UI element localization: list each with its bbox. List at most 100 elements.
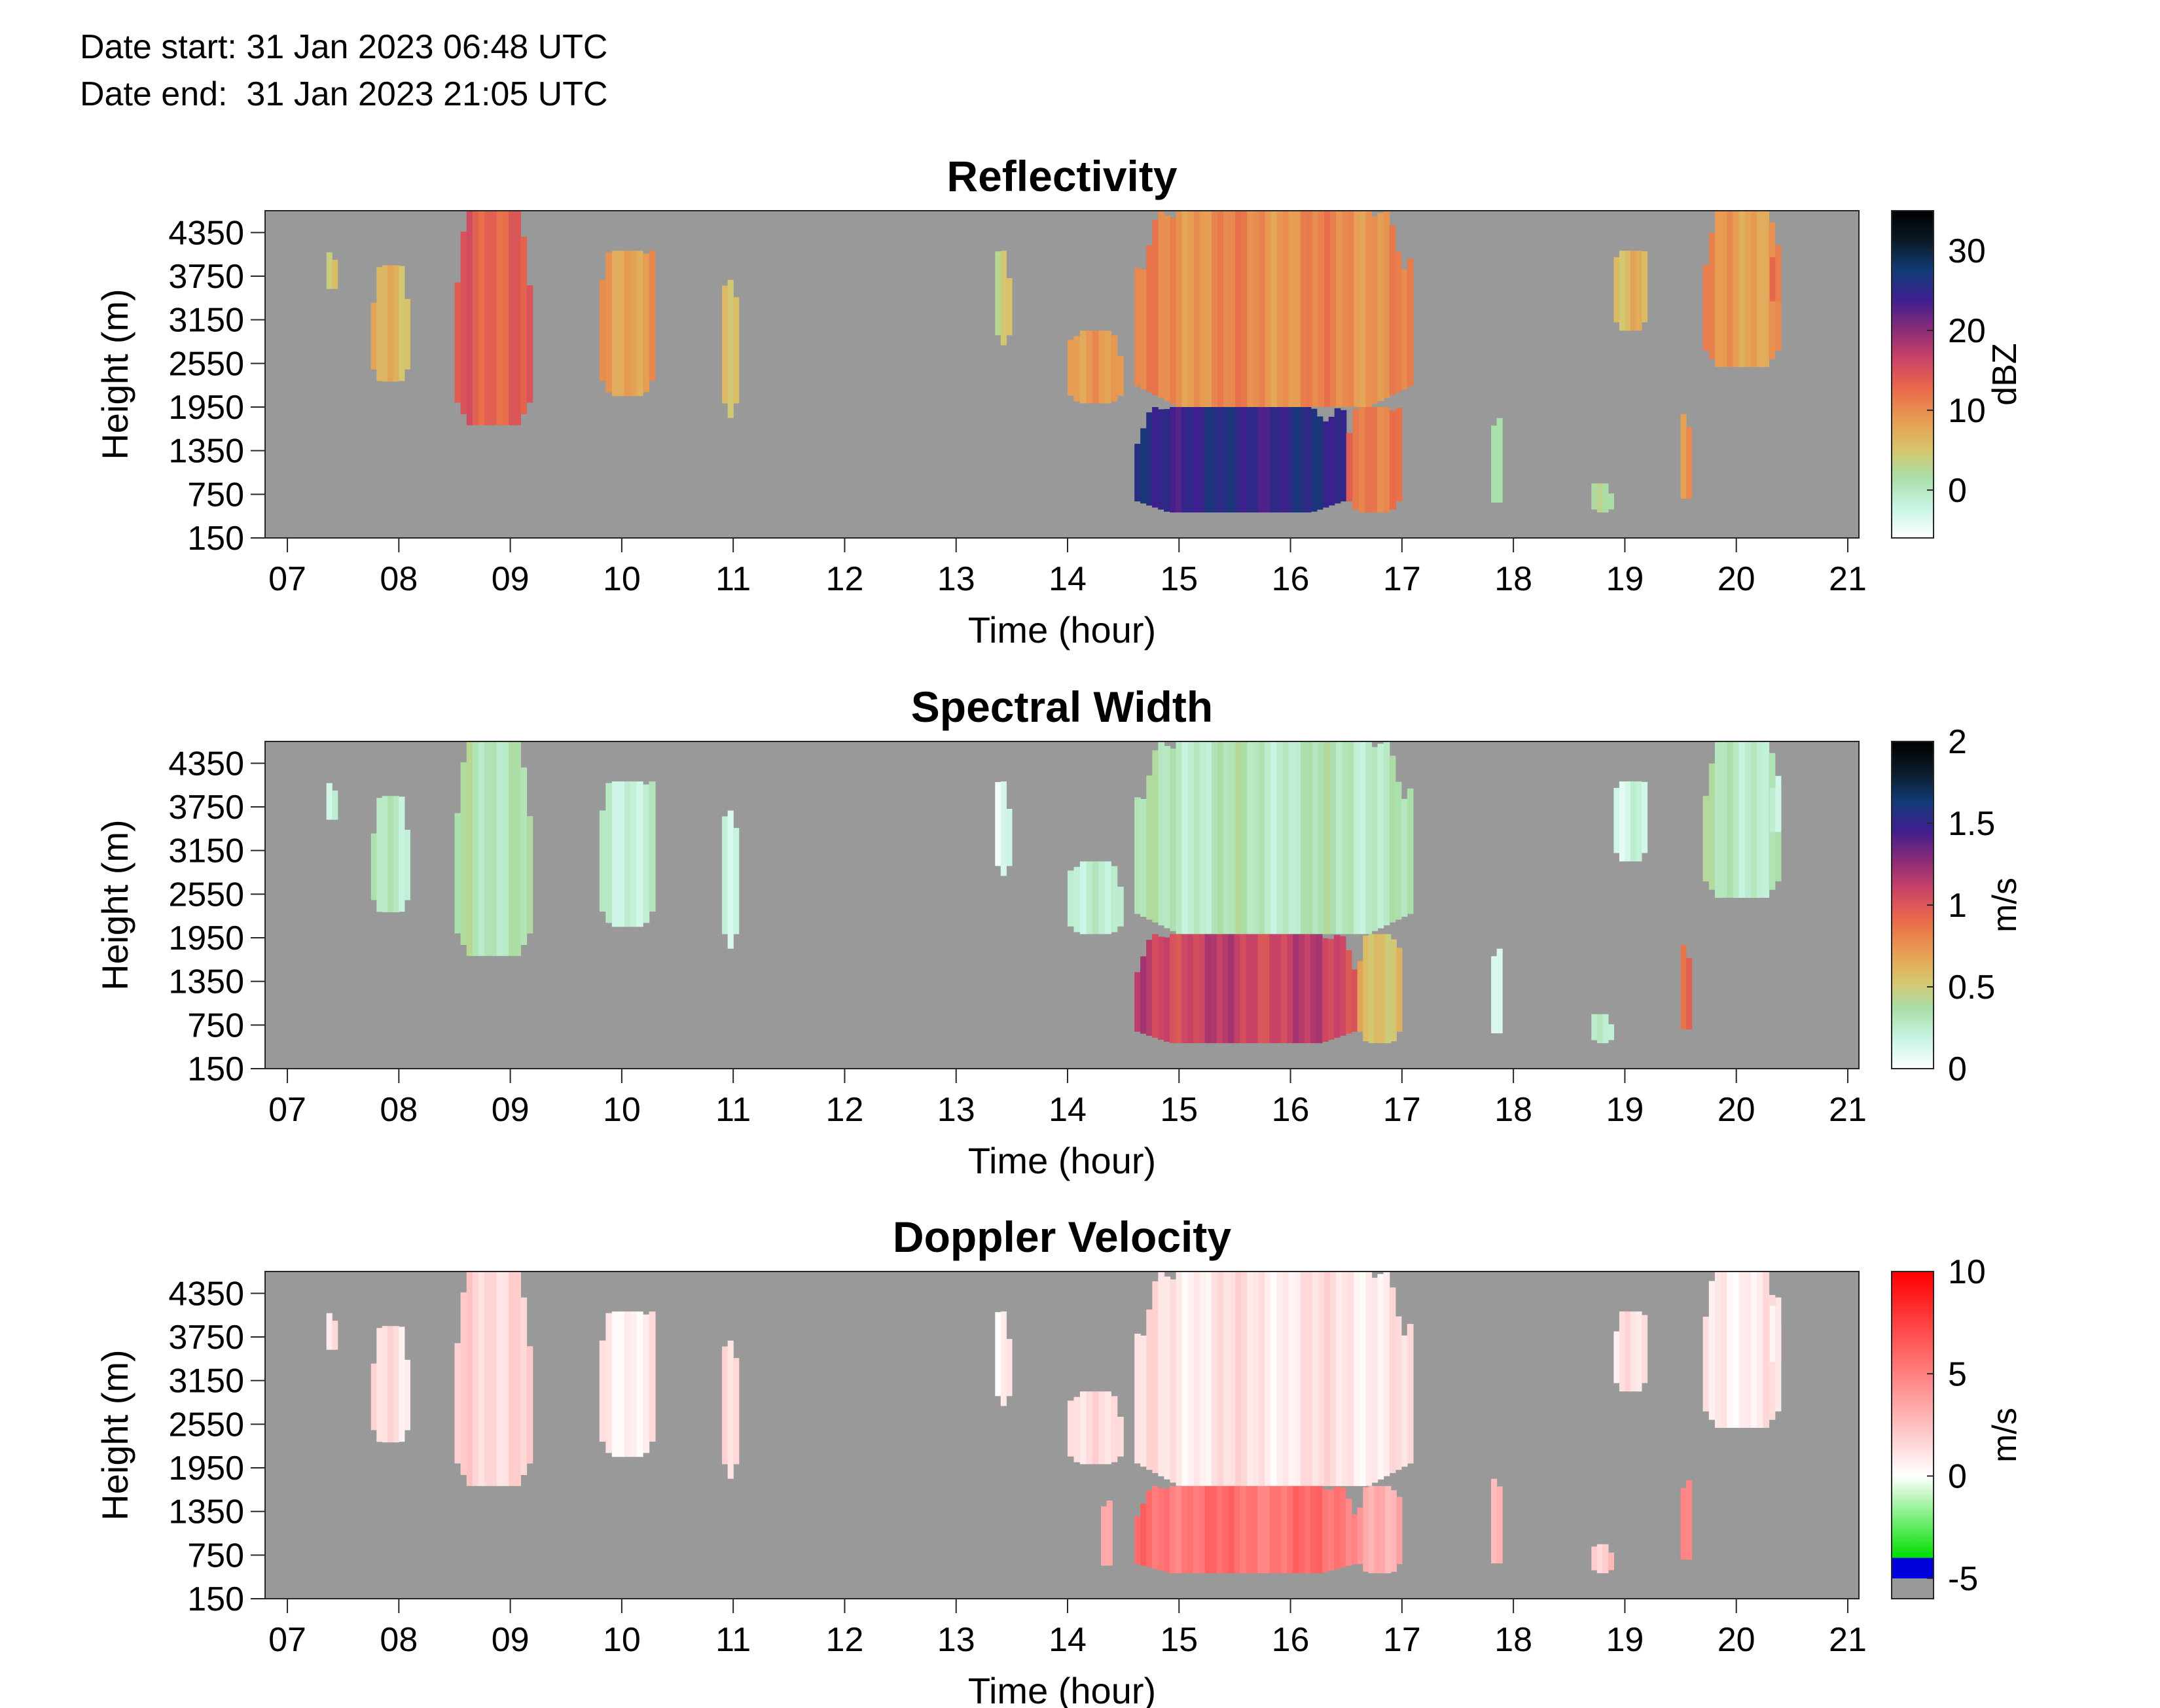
reflectivity-echoes [326, 211, 1782, 513]
spectral-width-x-tick-label: 15 [1160, 1091, 1198, 1129]
spectral-width-x-tick-label: 21 [1829, 1091, 1867, 1129]
doppler-velocity-echo-region [1613, 1311, 1648, 1392]
reflectivity-x-axis-label: Time (hour) [968, 609, 1156, 650]
spectral-width-echoes [326, 741, 1782, 1044]
spectral-width-x-tick-label: 18 [1494, 1091, 1532, 1129]
spectral-width-x-tick-label: 16 [1272, 1091, 1310, 1129]
spectral-width-y-tick-label: 2550 [168, 876, 244, 914]
spectral-width-echo-region [1134, 741, 1414, 934]
reflectivity-x-tick-label: 18 [1494, 560, 1532, 598]
spectral-width-colorbar-tick-label: 1.5 [1948, 805, 1995, 843]
spectral-width-x-tick-label: 14 [1049, 1091, 1087, 1129]
reflectivity-x-tick-label: 12 [826, 560, 864, 598]
reflectivity-x-tick-label: 21 [1829, 560, 1867, 598]
doppler-velocity-echo-region [1491, 1478, 1503, 1563]
doppler-velocity-echo-region [1357, 1486, 1403, 1574]
spectral-width-echo-region [995, 781, 1013, 876]
spectral-width-x-tick-label: 17 [1383, 1091, 1421, 1129]
spectral-width-echo-region [722, 810, 740, 949]
doppler-velocity-x-tick-label: 16 [1272, 1621, 1310, 1659]
reflectivity-x-tick-label: 10 [603, 560, 641, 598]
reflectivity-colorbar-tick-label: 0 [1948, 472, 1967, 510]
doppler-velocity-echo-region [454, 1272, 533, 1486]
spectral-width-x-tick-label: 20 [1718, 1091, 1755, 1129]
spectral-width-y-tick-label: 150 [187, 1050, 244, 1088]
spectral-width-echo-region [1680, 944, 1693, 1030]
spectral-width-echo-region [599, 781, 656, 927]
doppler-velocity-y-tick-label: 3150 [168, 1362, 244, 1400]
spectral-width-y-axis-label: Height (m) [94, 819, 135, 990]
doppler-velocity-echo-region [1591, 1544, 1614, 1574]
spectral-width-echo-region [1769, 775, 1782, 832]
spectral-width-colorbar-tick-label: 1 [1948, 887, 1967, 925]
spectral-width-x-tick-label: 09 [492, 1091, 530, 1129]
reflectivity-echo-region [722, 279, 740, 418]
reflectivity-echo-region [1591, 483, 1614, 513]
doppler-velocity-echo-region [1101, 1501, 1113, 1566]
reflectivity-echo-region [1680, 414, 1693, 499]
reflectivity-x-tick-label: 20 [1718, 560, 1755, 598]
doppler-velocity-y-tick-label: 1350 [168, 1493, 244, 1531]
doppler-velocity-colorbar [1891, 1271, 1934, 1599]
doppler-velocity-x-tick-label: 09 [492, 1621, 530, 1659]
doppler-velocity-echo-region [370, 1326, 410, 1443]
reflectivity-y-tick-label: 750 [187, 476, 244, 514]
spectral-width-y-tick-label: 750 [187, 1006, 244, 1044]
spectral-width-colorbar [1891, 741, 1934, 1069]
spectral-width-colorbar-tick-label: 0.5 [1948, 969, 1995, 1006]
spectral-width-x-tick-label: 13 [937, 1091, 975, 1129]
date-start-row: Date start: 31 Jan 2023 06:48 UTC [80, 24, 608, 71]
doppler-velocity-y-tick-label: 750 [187, 1537, 244, 1575]
doppler-velocity-x-tick-label: 15 [1160, 1621, 1198, 1659]
spectral-width-echo-region [370, 796, 410, 913]
spectral-width-echo-region [326, 783, 338, 820]
doppler-velocity-x-tick-label: 08 [380, 1621, 418, 1659]
reflectivity-echo-region [326, 252, 338, 289]
spectral-width-y-tick-label: 1950 [168, 919, 244, 957]
reflectivity-echo-region [1346, 407, 1403, 513]
doppler-velocity-axes-box [264, 1271, 1860, 1599]
reflectivity-echo-region [370, 265, 410, 382]
reflectivity-axes-box [264, 210, 1860, 539]
date-end-label: Date end: [80, 75, 228, 113]
reflectivity-echo-region [599, 251, 656, 397]
spectral-width-x-axis-label: Time (hour) [968, 1140, 1156, 1181]
doppler-velocity-x-tick-label: 13 [937, 1621, 975, 1659]
doppler-velocity-colorbar-tick-label: 0 [1948, 1458, 1967, 1496]
reflectivity-echo-region [1134, 211, 1414, 407]
reflectivity-x-tick-label: 13 [937, 560, 975, 598]
doppler-velocity-echo-region [326, 1313, 338, 1350]
doppler-velocity-x-tick-label: 12 [826, 1621, 864, 1659]
reflectivity-colorbar-tick-label: 10 [1948, 392, 1986, 430]
doppler-velocity-x-tick-label: 19 [1606, 1621, 1644, 1659]
reflectivity-echo-region [1068, 330, 1124, 404]
spectral-width-echo-region [1591, 1014, 1614, 1044]
spectral-width-echo-region [1068, 861, 1124, 934]
reflectivity-y-tick-label: 4350 [168, 214, 244, 252]
date-header: Date start: 31 Jan 2023 06:48 UTC Date e… [80, 24, 608, 118]
date-end-value: 31 Jan 2023 21:05 UTC [246, 75, 608, 113]
doppler-velocity-y-axis-label: Height (m) [94, 1349, 135, 1520]
reflectivity-echo-region [1702, 211, 1782, 367]
spectral-width-x-tick-label: 12 [826, 1091, 864, 1129]
spectral-width-colorbar-tick-label: 0 [1948, 1050, 1967, 1088]
spectral-width-x-tick-label: 08 [380, 1091, 418, 1129]
spectral-width-echo-region [1613, 781, 1648, 862]
doppler-velocity-echo-region [599, 1311, 656, 1457]
doppler-velocity-echoes [326, 1272, 1782, 1574]
doppler-velocity-x-tick-label: 17 [1383, 1621, 1421, 1659]
reflectivity-echo-region [1769, 245, 1782, 302]
reflectivity-echo-region [454, 211, 533, 425]
spectral-width-colorbar-tick-label: 2 [1948, 723, 1967, 761]
spectral-width-echo-region [454, 741, 533, 956]
doppler-velocity-panel: Doppler Velocity 07 08 09 10 11 12 13 14 15 16 17 18… [94, 1213, 2024, 1708]
reflectivity-panel: Reflectivity 07 08 09 10 11 12 13 14 15 16 17 18 19 20… [94, 152, 2024, 650]
doppler-velocity-colorbar-tick-label: -5 [1948, 1560, 1978, 1598]
reflectivity-title: Reflectivity [946, 152, 1177, 200]
doppler-velocity-echo-region [1769, 1297, 1782, 1362]
reflectivity-x-tick-label: 11 [715, 560, 751, 598]
spectral-width-title: Spectral Width [911, 683, 1213, 731]
spectral-width-echo-region [1357, 934, 1403, 1044]
doppler-velocity-x-tick-label: 18 [1494, 1621, 1532, 1659]
